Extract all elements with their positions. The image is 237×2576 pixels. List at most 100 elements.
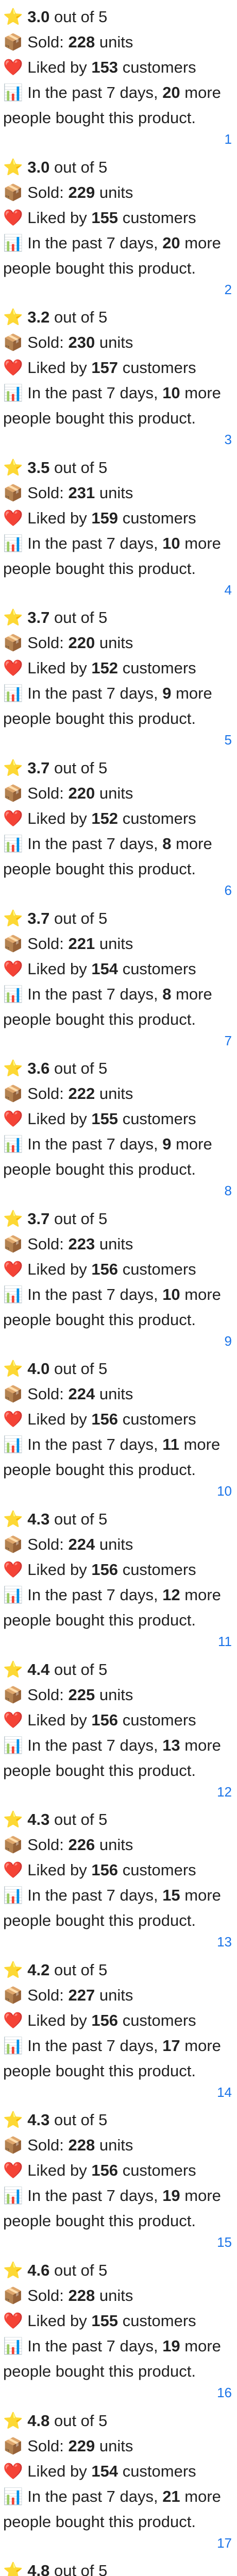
label: more people bought this product.	[3, 534, 221, 578]
page-number: 6	[224, 882, 232, 898]
stat-line: ❤️ Liked by 156 customers	[3, 1707, 234, 1733]
label: more people bought this product.	[3, 2187, 221, 2230]
sold-count: 224	[68, 1535, 95, 1553]
rating: 4.0	[27, 1360, 50, 1378]
rating: 3.5	[27, 458, 50, 477]
label: more people bought this product.	[3, 2036, 221, 2080]
stat-line: ❤️ Liked by 156 customers	[3, 1406, 234, 1432]
icon: ⭐	[3, 608, 23, 627]
recent-count: 20	[162, 233, 180, 252]
icon: ❤️	[3, 2011, 23, 2029]
recent-count: 10	[162, 534, 180, 552]
label: customers	[122, 1260, 196, 1278]
label: Sold:	[27, 1986, 64, 2004]
stat-line: ❤️ Liked by 153 customers	[3, 55, 234, 80]
stat-line: 📦 Sold: 223 units	[3, 1231, 234, 1257]
icon: 📦	[3, 2136, 23, 2155]
label: In the past 7 days,	[27, 2187, 158, 2205]
label: In the past 7 days,	[27, 233, 158, 252]
stat-line: ⭐ 3.0 out of 5	[3, 4, 234, 29]
liked-count: 155	[91, 208, 118, 227]
stat-line: ⭐ 3.7 out of 5	[3, 605, 234, 630]
label: out of 5	[54, 158, 108, 176]
stat-line: ⭐ 3.5 out of 5	[3, 455, 234, 480]
page-number: 13	[217, 1934, 232, 1950]
label: units	[99, 1385, 133, 1403]
label: Liked by	[27, 2161, 87, 2180]
stat-line: 📊 In the past 7 days, 10 more people bou…	[3, 1282, 234, 1332]
stat-line: 📦 Sold: 220 units	[3, 781, 234, 806]
label: Liked by	[27, 1861, 87, 1879]
label: Sold:	[27, 183, 64, 201]
stat-line: 📊 In the past 7 days, 15 more people bou…	[3, 1883, 234, 1933]
stat-block: ⭐ 4.6 out of 5 📦 Sold: 228 units ❤️ Liked …	[0, 2253, 237, 2404]
label: units	[99, 333, 133, 352]
stat-line: 📊 In the past 7 days, 21 more people bou…	[3, 2484, 234, 2534]
rating: 3.7	[27, 909, 50, 927]
label: customers	[122, 1110, 196, 1128]
recent-count: 11	[162, 1435, 179, 1454]
page-number: 17	[217, 2535, 232, 2551]
recent-count: 20	[162, 83, 180, 101]
icon: 📊	[3, 1886, 23, 1905]
label: out of 5	[54, 1360, 108, 1378]
stat-line: ❤️ Liked by 152 customers	[3, 655, 234, 681]
stat-line: 📦 Sold: 221 units	[3, 931, 234, 956]
icon: 📦	[3, 784, 23, 802]
label: customers	[122, 2161, 196, 2180]
label: out of 5	[54, 458, 108, 477]
label: Sold:	[27, 1685, 64, 1704]
liked-count: 156	[91, 1861, 118, 1879]
stat-block: ⭐ 3.7 out of 5 📦 Sold: 220 units ❤️ Liked …	[0, 601, 237, 751]
stat-line: 📊 In the past 7 days, 9 more people boug…	[3, 1131, 234, 1182]
liked-count: 156	[91, 2161, 118, 2180]
label: more people bought this product.	[3, 684, 212, 728]
label: more people bought this product.	[3, 384, 221, 428]
sold-count: 227	[68, 1986, 95, 2004]
label: more people bought this product.	[3, 1886, 221, 1930]
label: Sold:	[27, 1535, 64, 1553]
stat-line: 📦 Sold: 224 units	[3, 1381, 234, 1406]
label: Sold:	[27, 1084, 64, 1103]
label: out of 5	[54, 2261, 108, 2279]
icon: 📊	[3, 985, 23, 1003]
label: In the past 7 days,	[27, 1585, 158, 1604]
label: In the past 7 days,	[27, 534, 158, 552]
icon: ❤️	[3, 959, 23, 978]
icon: ⭐	[3, 2411, 23, 2430]
label: Liked by	[27, 2462, 87, 2480]
icon: ⭐	[3, 458, 23, 477]
stat-line: 📊 In the past 7 days, 9 more people boug…	[3, 681, 234, 731]
sold-count: 228	[68, 2136, 95, 2155]
label: Liked by	[27, 1110, 87, 1128]
page-number: 7	[224, 1032, 232, 1048]
icon: ❤️	[3, 1560, 23, 1579]
label: In the past 7 days,	[27, 2336, 158, 2355]
page-number: 9	[224, 1333, 232, 1349]
stat-block: ⭐ 4.3 out of 5 📦 Sold: 228 units ❤️ Liked …	[0, 2103, 237, 2253]
label: out of 5	[54, 2111, 108, 2129]
stat-line: ⭐ 4.3 out of 5	[3, 1506, 234, 1532]
label: more people bought this product.	[3, 834, 212, 878]
label: customers	[122, 359, 196, 377]
icon: 📊	[3, 384, 23, 402]
stat-line: ❤️ Liked by 156 customers	[3, 2158, 234, 2183]
rating: 4.3	[27, 2111, 50, 2129]
label: Sold:	[27, 2286, 64, 2304]
label: Liked by	[27, 1260, 87, 1278]
page-number: 5	[224, 732, 232, 748]
page-number: 3	[224, 432, 232, 448]
label: Sold:	[27, 483, 64, 502]
label: customers	[122, 1410, 196, 1429]
label: Sold:	[27, 33, 64, 51]
icon: ⭐	[3, 1660, 23, 1679]
icon: 📦	[3, 1685, 23, 1704]
stat-line: 📦 Sold: 229 units	[3, 180, 234, 205]
icon: 📊	[3, 1285, 23, 1303]
recent-count: 9	[162, 684, 172, 703]
label: more people bought this product.	[3, 1135, 212, 1179]
recent-count: 10	[162, 1285, 180, 1303]
stat-line: 📦 Sold: 220 units	[3, 630, 234, 655]
stat-line: 📦 Sold: 226 units	[3, 1832, 234, 1857]
